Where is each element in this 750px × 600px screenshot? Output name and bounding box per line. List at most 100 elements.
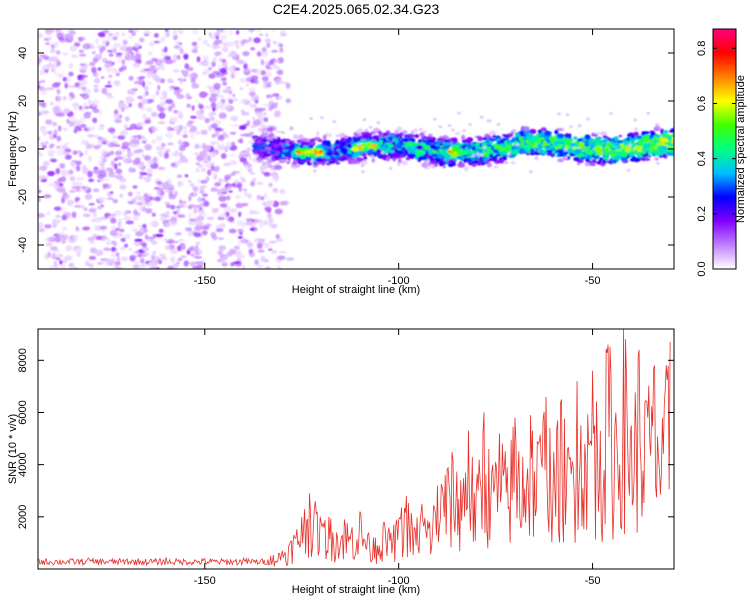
noise-cell (220, 153, 227, 159)
noise-cell (80, 204, 85, 209)
signal-cell (557, 158, 564, 163)
heatmap-x-axis-title: Height of straight line (km) (292, 284, 420, 296)
noise-cell (250, 75, 259, 80)
noise-cell (82, 164, 87, 171)
noise-cell (251, 124, 256, 129)
signal-cell (397, 150, 404, 155)
signal-cell (660, 128, 664, 134)
noise-cell (471, 154, 476, 158)
noise-cell (225, 195, 231, 201)
noise-cell (232, 261, 241, 265)
noise-cell (182, 78, 187, 82)
noise-cell (103, 247, 109, 251)
noise-cell (506, 152, 511, 156)
signal-cell (372, 135, 380, 141)
noise-cell (185, 93, 190, 97)
noise-cell (628, 143, 632, 147)
noise-cell (368, 125, 373, 129)
signal-cell (299, 153, 307, 159)
noise-cell (219, 203, 228, 208)
noise-cell (51, 56, 59, 63)
noise-cell (32, 84, 36, 90)
signal-cell (621, 146, 626, 150)
noise-cell (165, 132, 174, 139)
signal-cell (630, 135, 635, 139)
noise-cell (187, 230, 194, 237)
noise-cell (74, 42, 81, 47)
noise-cell (32, 208, 38, 211)
signal-cell (627, 152, 635, 156)
signal-cell (431, 150, 439, 154)
signal-cell (511, 149, 519, 155)
noise-cell (186, 103, 192, 108)
signal-cell (649, 142, 656, 148)
signal-cell (518, 131, 525, 135)
noise-cell (55, 50, 61, 55)
signal-cell (300, 141, 309, 147)
heatmap-y-axis-title: Frequency (Hz) (7, 111, 19, 187)
noise-cell (279, 44, 284, 47)
signal-cell (487, 136, 491, 139)
noise-cell (49, 143, 55, 147)
noise-cell (181, 200, 187, 204)
signal-cell (482, 137, 488, 141)
signal-cell (610, 153, 616, 157)
noise-cell (221, 61, 228, 68)
noise-cell (271, 250, 275, 255)
noise-cell (78, 53, 87, 57)
noise-cell (197, 37, 202, 42)
noise-cell (210, 165, 215, 171)
noise-cell (110, 229, 118, 237)
noise-cell (173, 86, 180, 91)
noise-cell (60, 176, 66, 183)
noise-cell (43, 194, 52, 199)
noise-cell (218, 195, 227, 202)
noise-cell (57, 177, 63, 182)
noise-cell (38, 197, 41, 202)
signal-cell (283, 149, 290, 152)
noise-cell (114, 210, 123, 217)
noise-cell (49, 102, 55, 106)
noise-cell (132, 216, 140, 221)
signal-cell (341, 157, 348, 161)
signal-cell (320, 152, 324, 157)
noise-cell (191, 41, 198, 47)
noise-cell (163, 238, 169, 242)
noise-cell (217, 134, 225, 141)
noise-cell (457, 111, 461, 115)
noise-cell (127, 191, 133, 197)
noise-cell (479, 153, 484, 157)
heatmap-y-tick-label: -40 (17, 237, 29, 253)
noise-cell (188, 129, 194, 134)
noise-cell (52, 134, 57, 139)
snr-x-tick-label: -150 (194, 575, 216, 587)
signal-cell (477, 136, 483, 142)
noise-cell (265, 33, 269, 38)
noise-cell (210, 102, 217, 109)
noise-cell (115, 168, 123, 175)
noise-cell (84, 148, 89, 156)
noise-cell (160, 36, 166, 42)
noise-cell (208, 112, 215, 117)
noise-cell (120, 237, 126, 242)
signal-cell (546, 150, 553, 153)
noise-cell (164, 55, 172, 61)
noise-cell (242, 202, 249, 207)
noise-cell (248, 153, 252, 161)
signal-cell (537, 148, 541, 152)
noise-cell (150, 112, 158, 117)
noise-cell (137, 102, 143, 109)
noise-cell (108, 53, 114, 57)
noise-cell (189, 204, 195, 208)
signal-cell (522, 129, 529, 135)
noise-cell (44, 42, 51, 46)
noise-cell (38, 56, 43, 63)
noise-cell (65, 154, 72, 160)
signal-cell (394, 129, 398, 133)
noise-cell (193, 207, 198, 214)
noise-cell (656, 161, 660, 165)
heatmap-x-tick-label: -50 (585, 275, 601, 287)
noise-cell (62, 127, 68, 132)
signal-cell (604, 147, 609, 153)
noise-cell (260, 107, 266, 112)
